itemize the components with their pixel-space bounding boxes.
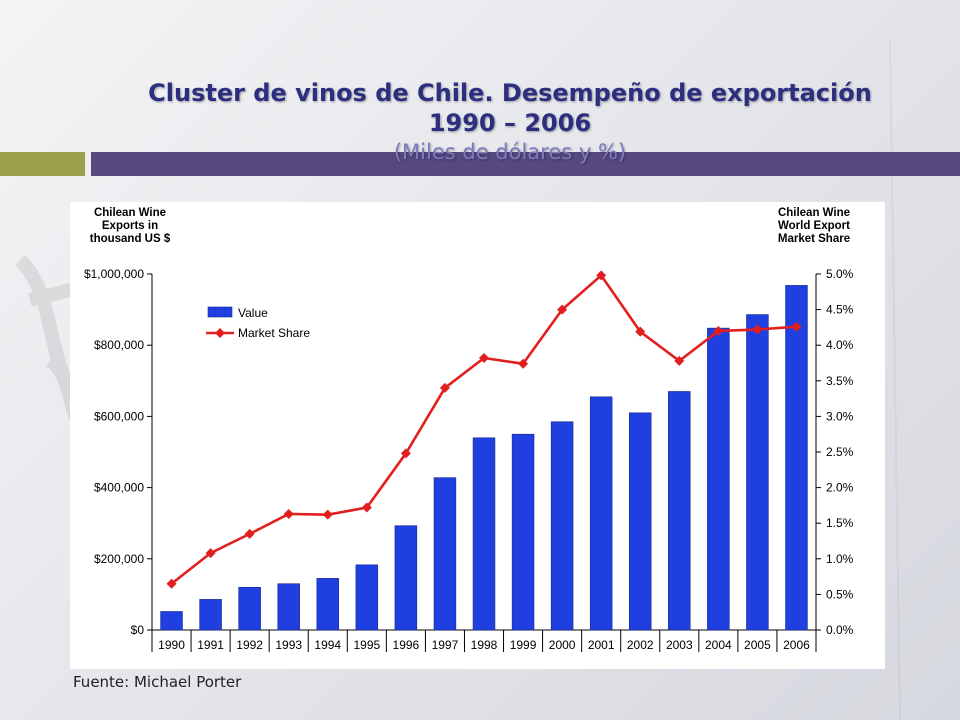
market-share-point	[439, 382, 450, 393]
slide-title: Cluster de vinos de Chile. Desempeño de …	[90, 78, 930, 166]
x-tick-label: 2001	[588, 638, 615, 652]
left-tick-label: $400,000	[94, 481, 144, 495]
right-tick-label: 5.0%	[826, 267, 854, 281]
x-tick-label: 1993	[275, 638, 302, 652]
right-axis-title-line: Market Share	[778, 233, 850, 245]
market-share-point	[791, 321, 802, 332]
right-tick-label: 1.0%	[826, 552, 854, 566]
legend-value-swatch	[207, 306, 233, 318]
legend-share-label: Market Share	[238, 326, 310, 340]
market-share-point	[479, 353, 489, 364]
x-tick-label: 2000	[549, 638, 576, 652]
title-line-1: Cluster de vinos de Chile. Desempeño de …	[148, 79, 872, 107]
x-tick-label: 1997	[432, 638, 459, 652]
right-tick-label: 2.0%	[826, 481, 854, 495]
x-tick-label: 2006	[783, 638, 810, 652]
market-share-point	[518, 358, 529, 369]
legend-value-label: Value	[238, 306, 268, 320]
value-bar	[746, 314, 769, 631]
left-axis-title-line: thousand US $	[90, 233, 171, 245]
accent-bar-purple	[91, 152, 960, 176]
right-tick-label: 1.5%	[826, 516, 854, 530]
x-tick-label: 2002	[627, 638, 654, 652]
left-axis-title-line: Exports in	[102, 220, 158, 232]
right-tick-label: 0.0%	[826, 623, 854, 637]
x-tick-label: 1999	[510, 638, 537, 652]
value-bar	[785, 285, 808, 631]
market-share-point	[361, 502, 372, 513]
x-tick-label: 1995	[353, 638, 380, 652]
market-share-point	[322, 509, 333, 520]
source-note: Fuente: Michael Porter	[73, 673, 242, 691]
title-line-3: (Miles de dólares y %)	[393, 140, 627, 164]
chart-panel: $0 $200,000 $400,000 $600,000 $800,000 $1,000…	[70, 202, 885, 669]
wine-export-chart: $0 $200,000 $400,000 $600,000 $800,000 $1,000…	[84, 207, 854, 652]
right-axis-title-line: Chilean Wine	[778, 207, 850, 219]
left-tick-label: $1,000,000	[84, 267, 144, 281]
legend-share-swatch-marker	[215, 328, 225, 338]
market-share-point	[713, 325, 724, 336]
market-share-point	[244, 528, 255, 539]
right-tick-label: 4.0%	[826, 338, 854, 352]
market-share-point	[205, 548, 216, 559]
value-bar	[589, 396, 613, 631]
x-tick-label: 1992	[236, 638, 263, 652]
right-tick-label: 0.5%	[826, 587, 854, 601]
x-tick-label: 2003	[666, 638, 693, 652]
value-bar	[707, 327, 730, 631]
value-bar	[550, 421, 574, 631]
left-axis-title-line: Chilean Wine	[94, 207, 166, 219]
market-share-point	[166, 578, 177, 589]
value-bar	[316, 578, 340, 631]
market-share-point	[674, 355, 685, 366]
value-bar	[238, 586, 261, 631]
accent-bar-olive	[0, 152, 85, 176]
value-bar	[277, 583, 300, 631]
right-tick-label: 3.0%	[826, 409, 854, 423]
right-tick-label: 2.5%	[826, 445, 854, 459]
x-tick-label: 1994	[314, 638, 341, 652]
x-tick-label: 2004	[705, 638, 732, 652]
left-tick-label: $200,000	[94, 552, 144, 566]
right-tick-label: 4.5%	[826, 303, 854, 317]
x-tick-label: 2005	[744, 638, 771, 652]
value-bar	[199, 599, 222, 631]
value-bar	[355, 564, 379, 631]
x-tick-label: 1998	[471, 638, 498, 652]
market-share-point	[283, 508, 294, 519]
value-bar	[511, 433, 535, 631]
market-share-point	[557, 304, 568, 315]
value-bar	[433, 477, 457, 631]
value-bar	[472, 437, 496, 631]
value-bar	[668, 391, 691, 631]
value-bar	[628, 412, 652, 631]
left-tick-label: $600,000	[94, 409, 144, 423]
x-tick-label: 1990	[158, 638, 185, 652]
market-share-point	[596, 270, 607, 281]
market-share-point	[400, 448, 411, 459]
value-bar	[160, 611, 183, 631]
title-line-2: 1990 – 2006	[428, 109, 592, 137]
right-tick-label: 3.5%	[826, 374, 854, 388]
left-tick-label: $800,000	[94, 338, 144, 352]
market-share-point	[752, 324, 763, 335]
market-share-point	[635, 326, 646, 337]
left-tick-label: $0	[131, 623, 145, 637]
right-axis-title-line: World Export	[778, 220, 850, 232]
value-bar	[394, 525, 418, 631]
x-tick-label: 1996	[393, 638, 420, 652]
x-tick-label: 1991	[197, 638, 224, 652]
